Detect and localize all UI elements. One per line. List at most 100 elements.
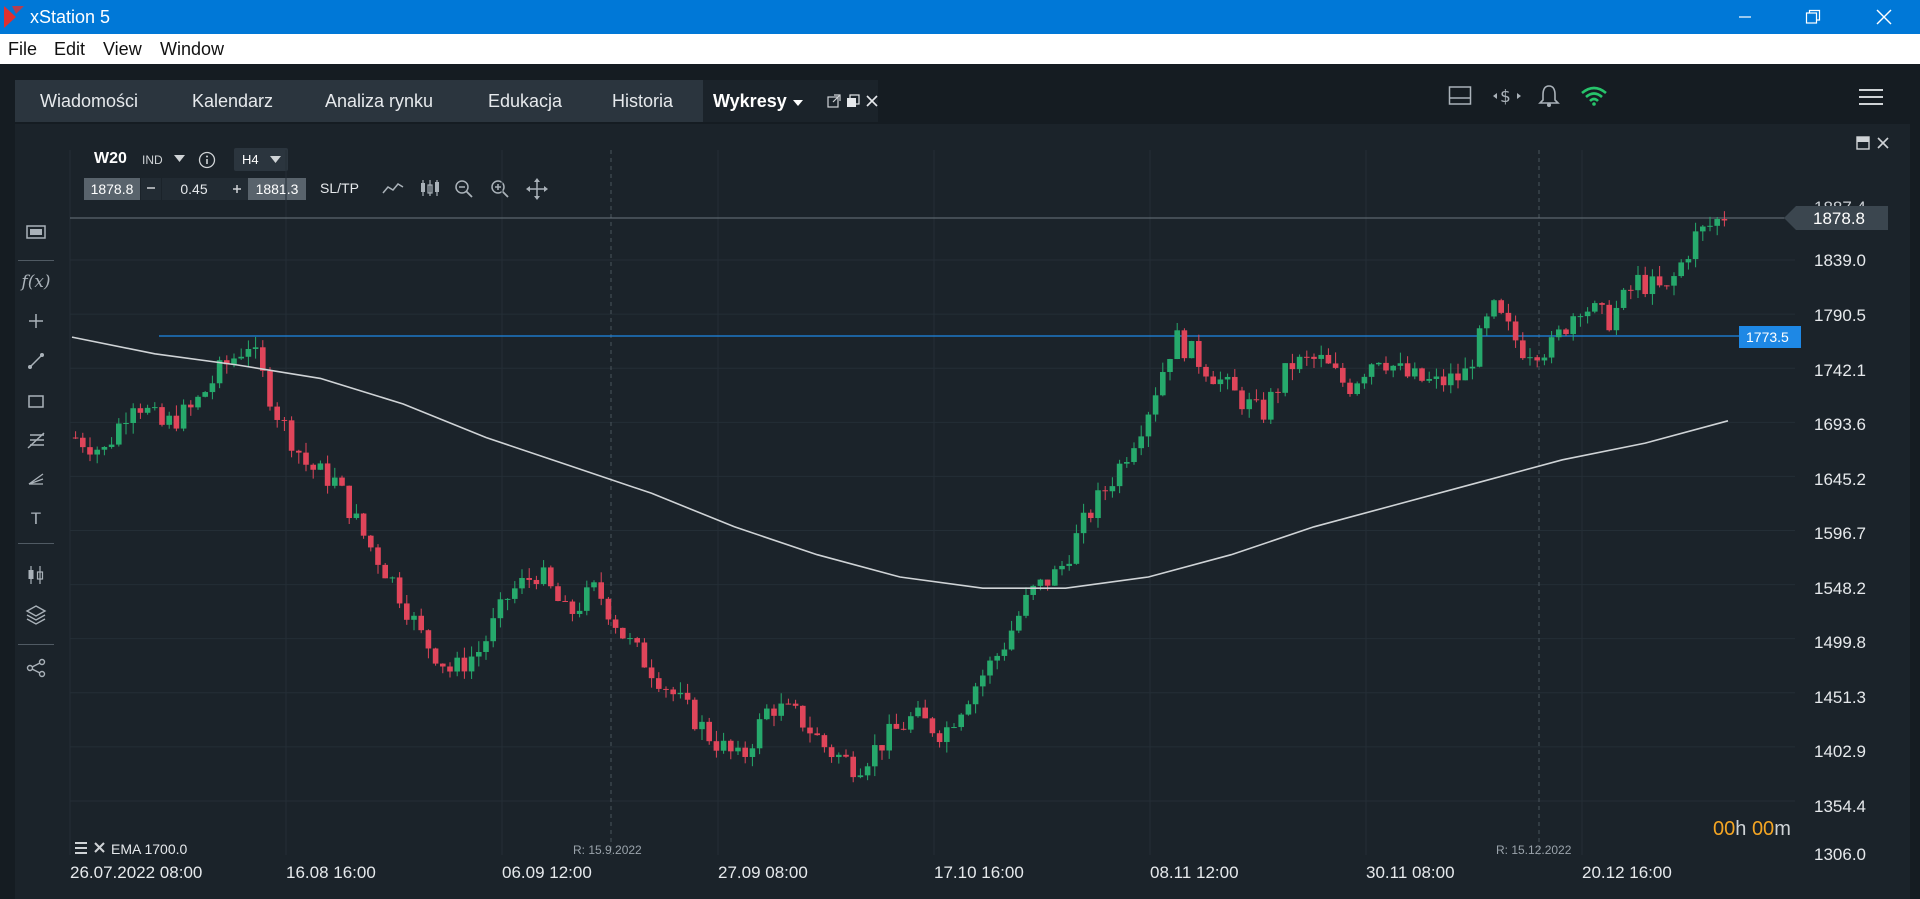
hline-price-badge[interactable]: 1773.5 [1739, 326, 1801, 348]
bell-icon[interactable] [1538, 84, 1560, 108]
symbol-dropdown-icon[interactable] [174, 155, 185, 163]
candle-chart-icon[interactable] [418, 178, 442, 200]
candle-body [800, 705, 806, 728]
restore-button[interactable] [1784, 0, 1842, 34]
layout-icon[interactable] [1448, 84, 1472, 108]
candlestick-icon [28, 566, 44, 584]
rectangle-tool[interactable] [22, 387, 50, 415]
candle-body [548, 567, 554, 587]
share-tool[interactable] [22, 654, 50, 682]
candle-body [1462, 368, 1468, 381]
sltp-button[interactable]: SL/TP [320, 180, 359, 196]
maximize-panel-icon[interactable] [1856, 136, 1870, 150]
chart-type-tool[interactable] [22, 219, 50, 247]
candle-body [821, 735, 828, 748]
menu-view[interactable]: View [103, 39, 142, 59]
timeframe-select[interactable]: H4 [234, 148, 288, 171]
menu-window[interactable]: Window [160, 39, 225, 59]
remove-indicator-icon[interactable] [93, 841, 106, 854]
ema-line [71, 336, 1729, 589]
candle-body [713, 741, 720, 751]
candle-body [692, 699, 698, 730]
candle-body [1678, 262, 1684, 277]
candle-body [526, 577, 532, 580]
windows-icon[interactable] [846, 94, 860, 108]
indicator-label: EMA 1700.0 [111, 841, 188, 857]
chart-panel [15, 124, 1910, 899]
tab-wykresy[interactable]: Wykresy [703, 80, 878, 122]
trendline-icon [28, 353, 44, 369]
candle-body [663, 688, 669, 690]
crosshair-tool[interactable] [22, 307, 50, 335]
candle-body [591, 582, 597, 588]
candle-body [245, 349, 252, 357]
candle-body [288, 420, 295, 451]
candle-body [1563, 329, 1569, 335]
candle-body [1088, 512, 1094, 519]
candle-body [612, 619, 619, 628]
candle-body [1628, 289, 1634, 291]
sell-price-button[interactable]: 1878.8 [84, 178, 140, 200]
candle-body [1001, 649, 1008, 656]
info-icon[interactable] [198, 151, 216, 169]
candle-body [1196, 341, 1202, 367]
tab-wiadomosci[interactable]: Wiadomości [40, 91, 139, 111]
candle-body [1145, 414, 1152, 437]
candle-body [195, 396, 201, 408]
volume-minus-button[interactable] [141, 178, 161, 200]
popout-icon[interactable] [827, 94, 841, 108]
indicator-list-icon[interactable] [74, 841, 88, 855]
tab-historia[interactable]: Historia [612, 91, 674, 111]
candle-body [180, 404, 187, 429]
y-axis-label: 1596.7 [1814, 524, 1866, 543]
candle-body [238, 356, 244, 359]
minimize-button[interactable] [1716, 0, 1774, 34]
candle-body [807, 727, 813, 734]
candle-body [1469, 366, 1476, 369]
volume-plus-button[interactable] [226, 178, 248, 200]
candle-body [447, 666, 453, 672]
title-bar: xStation 5 [0, 0, 1920, 34]
volume-input[interactable]: 0.45 [162, 178, 226, 200]
menu-edit[interactable]: Edit [54, 39, 86, 59]
trendline-tool[interactable] [22, 347, 50, 375]
buy-price-button[interactable]: 1881.3 [248, 178, 306, 200]
candle-body [80, 437, 86, 448]
candle-body [944, 727, 950, 743]
line-chart-icon[interactable] [382, 180, 404, 198]
candle-body [1635, 274, 1641, 291]
tab-analiza-rynku[interactable]: Analiza rynku [325, 91, 434, 111]
text-tool[interactable]: T [22, 505, 50, 533]
timer-minutes-unit: m [1774, 818, 1791, 840]
close-window-button[interactable] [1855, 0, 1913, 34]
menu-file[interactable]: File [8, 39, 38, 59]
symbol-name[interactable]: W20 [94, 150, 127, 167]
pitchfork-tool[interactable] [22, 466, 50, 494]
candle-body [814, 733, 820, 736]
move-icon[interactable] [526, 178, 548, 200]
zoom-in-icon[interactable] [490, 179, 510, 199]
toolbar-divider [18, 543, 54, 544]
indicators-tool[interactable]: f(x) [21, 268, 50, 296]
candle-body [332, 477, 338, 486]
tab-edukacja[interactable]: Edukacja [488, 91, 563, 111]
hamburger-menu-icon[interactable] [1858, 87, 1884, 107]
currency-exchange-icon[interactable]: $ [1492, 84, 1522, 108]
candle-body [1282, 363, 1288, 393]
tab-kalendarz[interactable]: Kalendarz [192, 91, 274, 111]
candle-body [1606, 304, 1612, 331]
close-tab-icon[interactable] [866, 95, 878, 107]
candle-body [1534, 357, 1540, 361]
candle-body [1527, 357, 1533, 359]
close-panel-icon[interactable] [1876, 136, 1890, 150]
zoom-out-icon[interactable] [454, 179, 474, 199]
candle-body [1052, 569, 1058, 586]
candle-body [483, 641, 489, 652]
layers-tool[interactable] [22, 601, 50, 629]
candle-body [540, 567, 547, 585]
candles-tool[interactable] [22, 561, 50, 589]
candle-body [785, 703, 792, 705]
fibonacci-tool[interactable] [22, 427, 50, 455]
layers-icon [25, 605, 47, 625]
